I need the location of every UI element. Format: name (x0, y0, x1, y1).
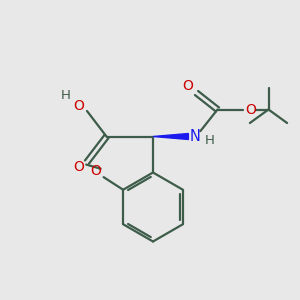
Text: O: O (73, 160, 84, 174)
Text: H: H (61, 89, 70, 102)
Polygon shape (153, 134, 188, 140)
Text: O: O (246, 103, 256, 116)
Text: O: O (73, 99, 84, 112)
Text: H: H (205, 134, 215, 148)
Text: O: O (183, 80, 194, 93)
Text: N: N (190, 129, 200, 144)
Text: O: O (90, 164, 101, 178)
